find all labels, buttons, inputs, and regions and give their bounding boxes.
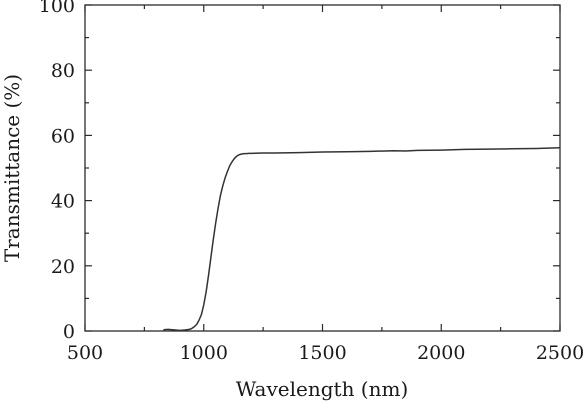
x-tick-label: 1500 [298, 342, 346, 364]
y-tick-label: 0 [63, 321, 75, 343]
y-axis-label: Transmittance (%) [0, 74, 24, 262]
x-tick-label: 2500 [536, 342, 584, 364]
y-tick-label: 20 [51, 256, 75, 278]
x-tick-label: 2000 [417, 342, 465, 364]
plot-frame [84, 4, 561, 332]
y-tick-label: 100 [39, 0, 75, 17]
x-tick-label: 1000 [180, 342, 228, 364]
y-tick-label: 80 [51, 60, 75, 82]
x-axis-label: Wavelength (nm) [236, 377, 409, 401]
x-tick-label: 500 [67, 342, 103, 364]
y-tick-label: 40 [51, 191, 75, 213]
series-group [163, 147, 561, 332]
series-line-0 [163, 147, 561, 332]
tick-labels: 500 1000 1500 2000 2500 0 20 40 60 80 100 [39, 0, 584, 364]
axis-ticks [84, 4, 561, 332]
y-tick-label: 60 [51, 125, 75, 147]
